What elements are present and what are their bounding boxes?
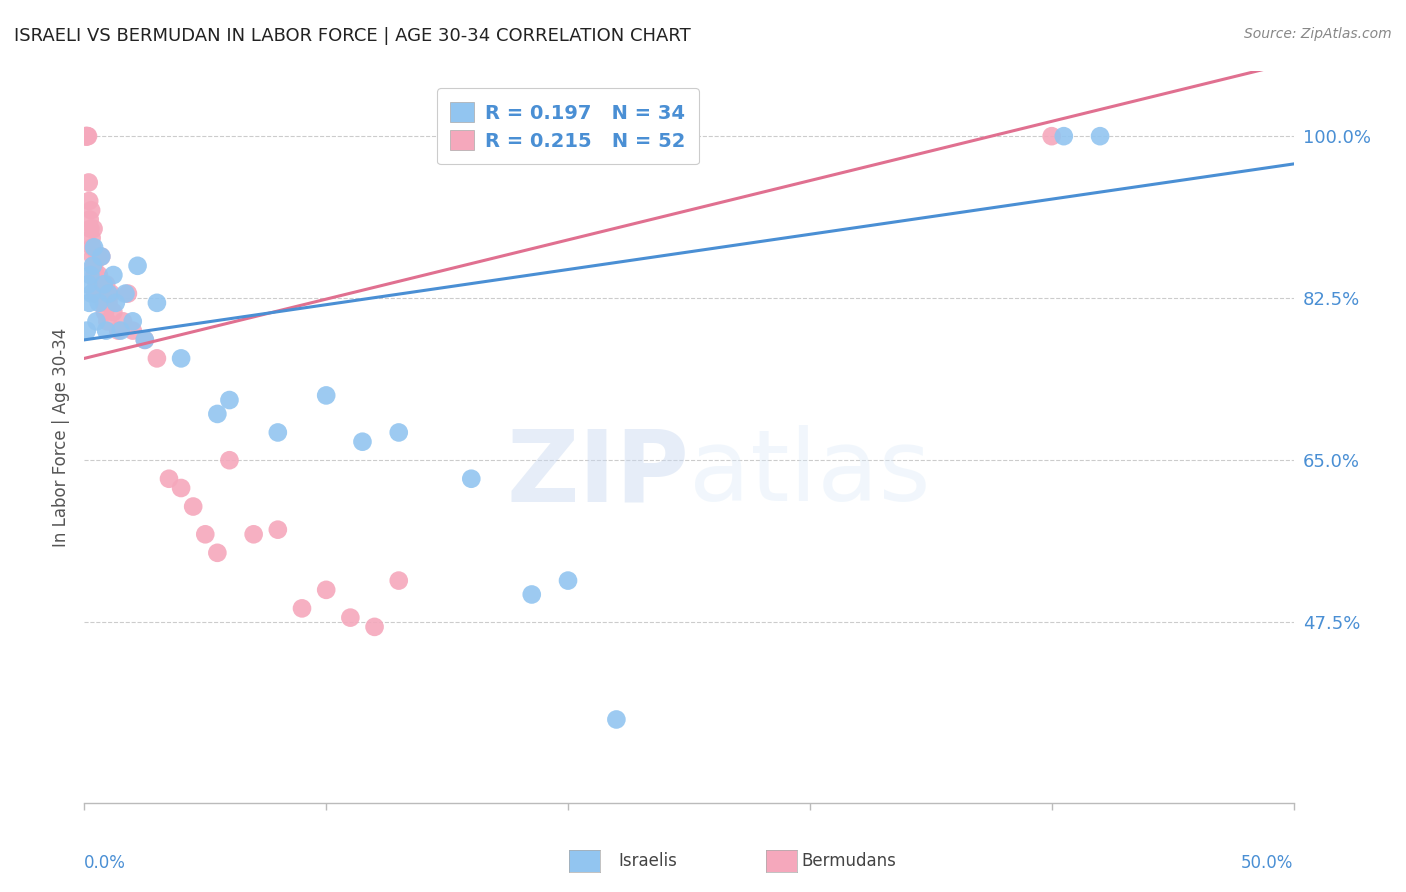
Point	[89, 286, 111, 301]
Point	[315, 582, 337, 597]
Point	[84, 286, 107, 301]
Point	[80, 286, 103, 301]
Point	[90, 250, 112, 264]
Y-axis label: In Labor Force | Age 30-34: In Labor Force | Age 30-34	[52, 327, 70, 547]
Point	[83, 268, 105, 282]
Text: Bermudans: Bermudans	[801, 852, 896, 870]
Point	[520, 587, 543, 601]
Point	[218, 453, 240, 467]
Point	[86, 277, 108, 292]
Point	[134, 333, 156, 347]
Point	[291, 601, 314, 615]
Point	[82, 240, 104, 254]
Point	[134, 333, 156, 347]
Point	[75, 129, 97, 144]
Point	[80, 203, 103, 218]
Point	[80, 231, 103, 245]
Point	[267, 425, 290, 440]
Point	[96, 314, 118, 328]
Point	[79, 221, 101, 235]
Point	[82, 259, 104, 273]
Point	[93, 277, 115, 292]
Point	[94, 305, 117, 319]
Point	[207, 407, 229, 421]
Point	[121, 324, 143, 338]
Point	[94, 277, 117, 292]
Point	[339, 610, 361, 624]
Text: ZIP: ZIP	[506, 425, 689, 522]
Point	[87, 295, 110, 310]
Point	[127, 259, 149, 273]
Point	[103, 305, 125, 319]
Point	[79, 212, 101, 227]
Point	[112, 314, 135, 328]
Text: Israelis: Israelis	[619, 852, 678, 870]
Point	[90, 250, 112, 264]
Text: 0.0%: 0.0%	[84, 854, 127, 872]
Point	[110, 324, 132, 338]
Point	[75, 129, 97, 144]
Point	[104, 295, 127, 310]
Point	[388, 574, 411, 588]
Point	[91, 277, 114, 292]
Point	[77, 277, 100, 292]
Point	[93, 295, 115, 310]
Text: Source: ZipAtlas.com: Source: ZipAtlas.com	[1244, 27, 1392, 41]
Point	[218, 392, 240, 407]
Point	[114, 286, 136, 301]
Point	[97, 286, 120, 301]
Point	[86, 314, 108, 328]
Point	[170, 481, 193, 495]
Legend: R = 0.197   N = 34, R = 0.215   N = 52: R = 0.197 N = 34, R = 0.215 N = 52	[437, 88, 699, 164]
Point	[79, 268, 101, 282]
Point	[83, 240, 105, 254]
Point	[388, 425, 411, 440]
Point	[76, 324, 98, 338]
Point	[84, 268, 107, 282]
Point	[121, 314, 143, 328]
Point	[117, 286, 139, 301]
Point	[157, 472, 180, 486]
Point	[146, 351, 169, 366]
Point	[605, 713, 627, 727]
Point	[557, 574, 579, 588]
Point	[83, 221, 105, 235]
Point	[77, 129, 100, 144]
Point	[103, 268, 125, 282]
Point	[76, 129, 98, 144]
Text: atlas: atlas	[689, 425, 931, 522]
Point	[77, 295, 100, 310]
Point	[1088, 129, 1111, 144]
Point	[1053, 129, 1076, 144]
Point	[181, 500, 204, 514]
Point	[194, 527, 217, 541]
Point	[77, 194, 100, 208]
Text: 50.0%: 50.0%	[1241, 854, 1294, 872]
Point	[460, 472, 482, 486]
Point	[146, 295, 169, 310]
Point	[97, 295, 120, 310]
Point	[75, 129, 97, 144]
Point	[83, 259, 105, 273]
Point	[107, 324, 129, 338]
Point	[1040, 129, 1063, 144]
Point	[207, 546, 229, 560]
Point	[170, 351, 193, 366]
Point	[82, 250, 104, 264]
Point	[352, 434, 374, 449]
Point	[100, 286, 122, 301]
Point	[76, 129, 98, 144]
Point	[363, 620, 385, 634]
Point	[77, 176, 100, 190]
Point	[242, 527, 264, 541]
Point	[267, 523, 290, 537]
Point	[87, 268, 110, 282]
Text: ISRAELI VS BERMUDAN IN LABOR FORCE | AGE 30-34 CORRELATION CHART: ISRAELI VS BERMUDAN IN LABOR FORCE | AGE…	[14, 27, 690, 45]
Point	[94, 324, 117, 338]
Point	[315, 388, 337, 402]
Point	[86, 250, 108, 264]
